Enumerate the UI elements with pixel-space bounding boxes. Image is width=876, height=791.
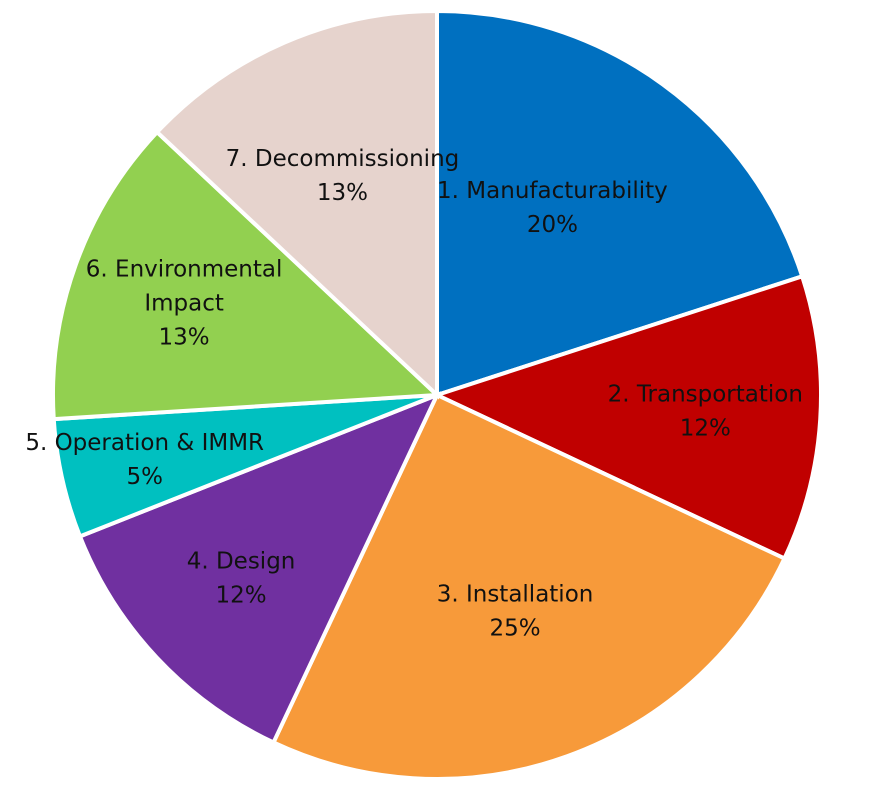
pie-slice-6	[51, 129, 442, 422]
slice-name-label: 6. Environmental	[86, 256, 283, 282]
slices-layer	[51, 8, 823, 781]
slice-name-label: 2. Transportation	[608, 381, 803, 407]
slice-name-label: 1. Manufacturability	[437, 178, 668, 204]
pie-slice-7	[154, 8, 439, 400]
pie-slice-2	[431, 273, 823, 562]
labels-layer: 1. Manufacturability 20% 2. Transportation…	[25, 146, 803, 641]
slice-name-label: 4. Design	[187, 549, 296, 575]
slice-percent-label: 20%	[527, 212, 578, 238]
slice-name-label: 3. Installation	[437, 581, 594, 607]
slice-label-1: 1. Manufacturability 20%	[437, 178, 668, 238]
pie-slice-4	[77, 391, 441, 746]
slice-percent-label: 25%	[489, 615, 540, 641]
slice-percent-label: 13%	[317, 180, 368, 206]
slice-label-4: 4. Design 12%	[187, 549, 296, 609]
slice-label-2: 2. Transportation 12%	[608, 381, 803, 441]
slice-percent-label: 12%	[215, 583, 266, 609]
slice-label-3: 3. Installation 25%	[437, 581, 594, 641]
slice-percent-label: 12%	[680, 415, 731, 441]
slice-label-7: 7. Decommissioning 13%	[226, 146, 460, 206]
pie-slice-1	[435, 8, 805, 398]
slice-percent-label: 13%	[159, 324, 210, 350]
slice-label-6: 6. Environmental Impact 13%	[86, 256, 283, 350]
slice-name-label: 7. Decommissioning	[226, 146, 460, 172]
slice-percent-label: 5%	[126, 464, 163, 490]
pie-slice-3	[270, 392, 788, 781]
slice-name-label: 5. Operation & IMMR	[25, 430, 264, 456]
slice-label-5: 5. Operation & IMMR 5%	[25, 430, 264, 490]
slice-name-label: Impact	[144, 290, 224, 316]
